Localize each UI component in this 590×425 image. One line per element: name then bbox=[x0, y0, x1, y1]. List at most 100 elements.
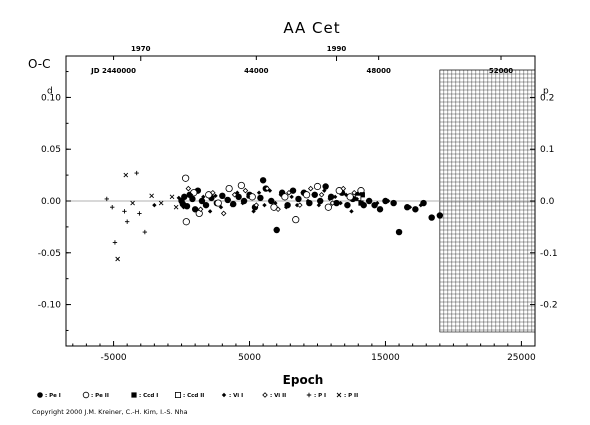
data-point bbox=[376, 206, 384, 213]
data-point bbox=[355, 194, 362, 201]
data-point bbox=[194, 207, 199, 212]
y-tick-label-right: -0.1 bbox=[540, 249, 558, 259]
legend-label: : Vi II bbox=[270, 393, 286, 399]
data-point bbox=[327, 196, 332, 202]
data-point bbox=[207, 209, 213, 214]
data-point bbox=[225, 184, 233, 193]
data-point bbox=[220, 210, 227, 217]
data-point bbox=[231, 192, 238, 198]
data-point bbox=[137, 211, 142, 216]
data-point bbox=[149, 193, 154, 199]
legend-label: : P II bbox=[344, 393, 358, 399]
data-point bbox=[224, 196, 229, 202]
data-point bbox=[303, 191, 311, 199]
top-jd-label: 44000 bbox=[244, 67, 268, 75]
data-point bbox=[318, 192, 325, 198]
data-point bbox=[322, 183, 329, 190]
data-point bbox=[385, 198, 391, 204]
data-point bbox=[418, 202, 424, 208]
data-point bbox=[182, 174, 190, 182]
top-jd-label: 48000 bbox=[366, 67, 390, 75]
data-point bbox=[237, 181, 245, 190]
legend-marker bbox=[306, 392, 312, 398]
data-point bbox=[313, 182, 322, 191]
data-point bbox=[268, 197, 275, 205]
data-point bbox=[307, 185, 314, 192]
data-point bbox=[346, 193, 354, 201]
data-point bbox=[182, 218, 190, 226]
data-point bbox=[286, 189, 292, 196]
x-tick-label: 25000 bbox=[507, 353, 536, 363]
data-point bbox=[195, 209, 203, 218]
data-point bbox=[123, 172, 129, 178]
data-point bbox=[278, 192, 283, 197]
data-point bbox=[338, 200, 343, 206]
data-point bbox=[375, 200, 380, 206]
data-point bbox=[134, 170, 139, 176]
data-point bbox=[104, 196, 109, 202]
data-point bbox=[219, 192, 226, 200]
data-point bbox=[311, 192, 316, 197]
data-point bbox=[289, 187, 297, 194]
data-point bbox=[436, 212, 444, 219]
data-point bbox=[152, 202, 157, 208]
legend-label: : Vi I bbox=[229, 393, 243, 399]
data-point bbox=[324, 203, 332, 211]
data-point bbox=[273, 200, 278, 206]
data-point bbox=[257, 194, 264, 202]
legend-marker bbox=[262, 392, 268, 398]
data-point bbox=[270, 203, 278, 211]
data-point bbox=[275, 206, 281, 213]
data-point bbox=[235, 193, 242, 201]
top-jd-label: 52000 bbox=[489, 67, 513, 75]
data-point bbox=[229, 202, 235, 208]
legend-label: : Ccd I bbox=[139, 393, 158, 399]
data-point bbox=[344, 201, 351, 209]
data-point bbox=[284, 205, 289, 210]
data-point bbox=[262, 202, 267, 208]
data-point bbox=[354, 196, 360, 202]
y-tick-label-left: 0.00 bbox=[41, 197, 61, 207]
y-tick-label-left: 0.10 bbox=[41, 93, 61, 103]
data-point bbox=[267, 188, 273, 193]
data-point bbox=[210, 189, 216, 196]
data-point bbox=[343, 192, 349, 197]
data-point bbox=[242, 187, 249, 194]
legend-marker bbox=[174, 391, 181, 398]
data-point bbox=[124, 219, 130, 224]
legend-label: : P I bbox=[314, 393, 326, 399]
unit-left: d bbox=[47, 86, 53, 96]
data-point bbox=[169, 194, 175, 200]
data-point bbox=[158, 200, 164, 206]
data-point bbox=[412, 206, 419, 213]
y-axis-label: O-C bbox=[28, 57, 51, 71]
data-point bbox=[173, 204, 179, 210]
data-point bbox=[259, 177, 267, 184]
y-tick-label-right: 0.0 bbox=[540, 197, 555, 207]
data-point bbox=[253, 202, 260, 208]
axes: -5000 5000 15000 25000 0.10 0.05 0.00 -0.05 -0.1… bbox=[38, 45, 558, 363]
data-point bbox=[115, 256, 120, 262]
data-point bbox=[235, 190, 240, 195]
y-tick-label-left: 0.05 bbox=[41, 145, 61, 155]
y-tick-label-right: 0.1 bbox=[540, 145, 554, 155]
data-point bbox=[198, 197, 206, 205]
data-point bbox=[176, 195, 182, 201]
data-point bbox=[289, 194, 294, 200]
top-jd-label: JD 2440000 bbox=[90, 67, 136, 75]
x-tick-label: 15000 bbox=[371, 353, 400, 363]
data-point bbox=[349, 209, 354, 214]
data-point bbox=[197, 206, 204, 213]
data-point bbox=[395, 228, 403, 236]
data-point bbox=[251, 209, 256, 214]
data-point bbox=[390, 199, 397, 207]
data-point bbox=[351, 189, 357, 196]
data-point bbox=[335, 187, 343, 195]
data-point bbox=[264, 185, 270, 192]
top-year-label: 1970 bbox=[131, 45, 151, 53]
data-point bbox=[273, 226, 280, 234]
data-point bbox=[205, 191, 213, 199]
data-point bbox=[183, 202, 191, 210]
data-point bbox=[110, 205, 115, 210]
